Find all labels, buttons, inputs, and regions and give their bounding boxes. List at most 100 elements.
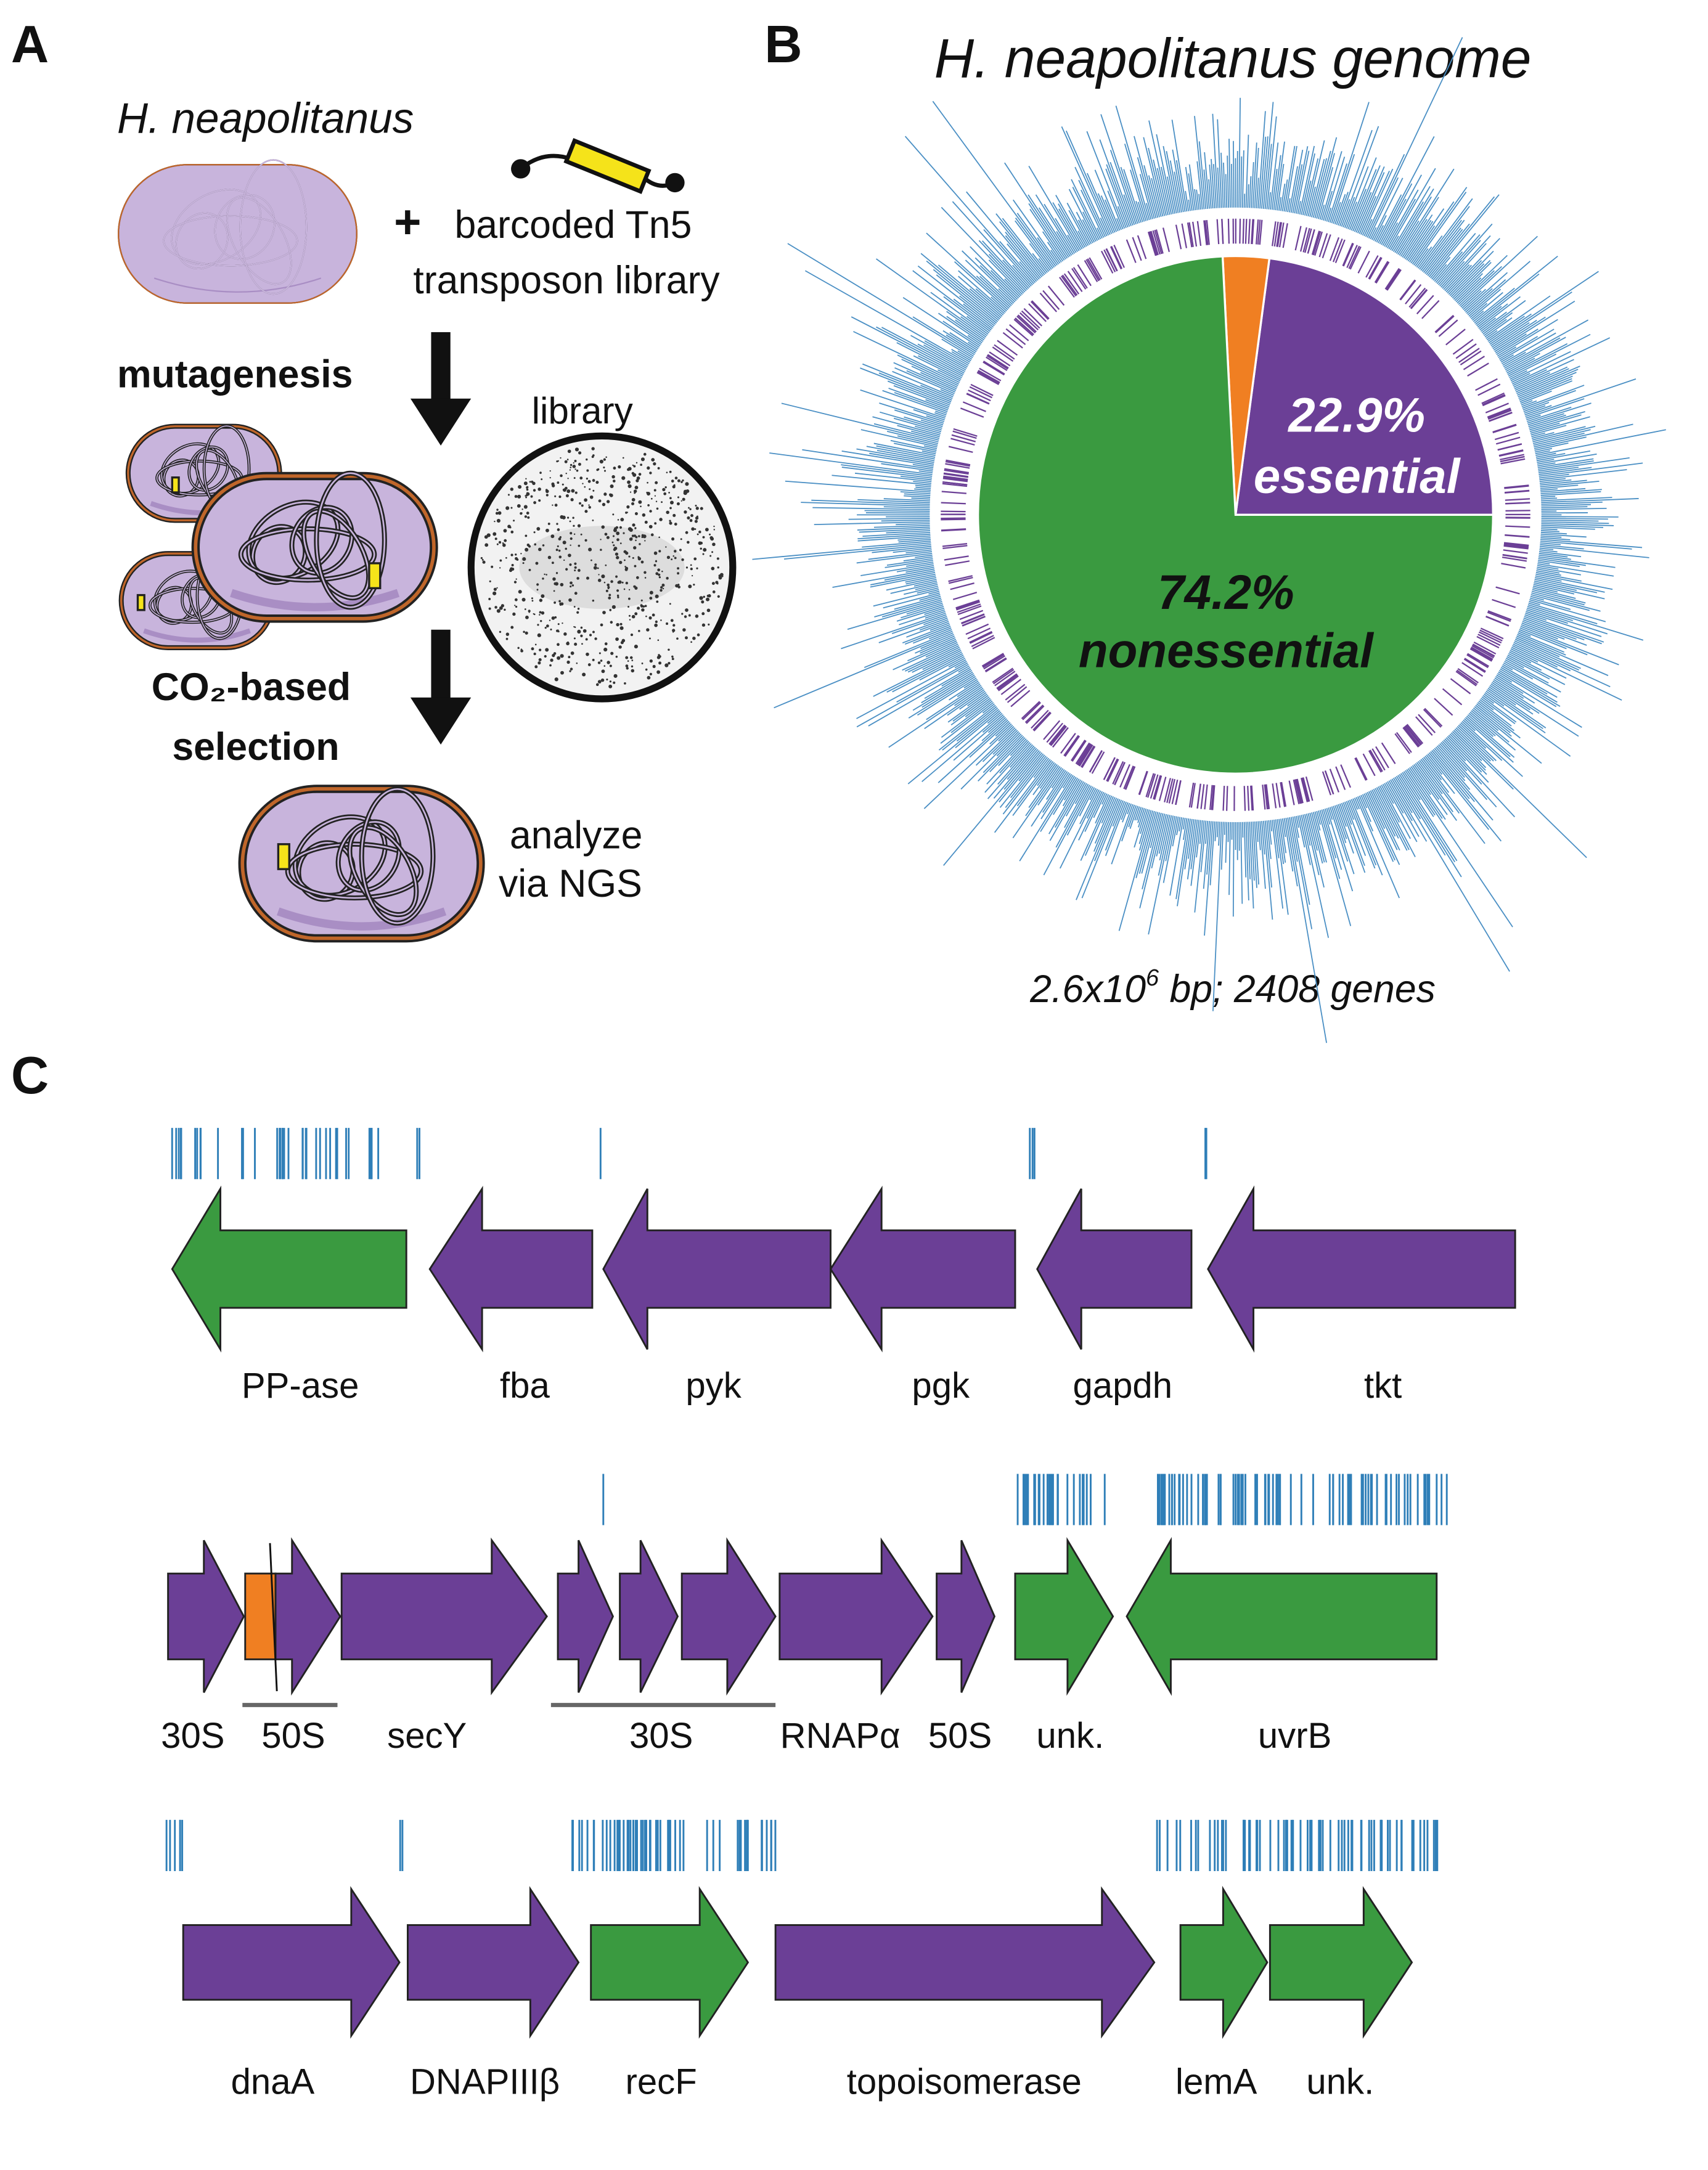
insertion-spike (1287, 198, 1291, 213)
insertion-spike (1068, 210, 1089, 246)
essential-gene-tick (1204, 784, 1208, 810)
essential-gene-tick (1209, 785, 1213, 810)
insertion-spike (1010, 754, 1045, 798)
colony (642, 605, 645, 608)
insertion-spike (1134, 806, 1140, 821)
essential-gene-tick (966, 393, 990, 405)
colony (644, 520, 648, 524)
insertion-spike (1526, 609, 1568, 624)
colony (695, 507, 699, 510)
colony (533, 613, 534, 615)
insertion-spike (1272, 820, 1284, 909)
colony (517, 494, 521, 499)
insertion-spike (948, 658, 966, 668)
insertion-spike (905, 577, 937, 585)
insertion-spike (1354, 192, 1372, 232)
insertion-spike (921, 712, 1003, 783)
insertion-spike (1460, 722, 1503, 761)
insertion-spike (1541, 518, 1608, 520)
insertion-spike (999, 751, 1041, 802)
colony (696, 567, 698, 569)
insertion-spike (896, 606, 944, 622)
insertion-spike (1518, 372, 1577, 398)
insertion-spike (856, 659, 966, 719)
insertion-spike (1252, 142, 1257, 208)
insertion-spike (1511, 373, 1530, 383)
insertion-spike (856, 448, 934, 463)
colony (603, 492, 607, 496)
colony (526, 543, 530, 547)
insertion-spike (1005, 235, 1041, 279)
panel-letter: A (11, 15, 49, 74)
insertion-spike (1333, 806, 1347, 843)
insertion-spike (1508, 333, 1591, 377)
insertion-spike (1094, 169, 1121, 231)
insertion-spike (1370, 790, 1400, 851)
insertion-spike (1432, 749, 1493, 821)
essential-gene-tick (1168, 778, 1175, 804)
colony (496, 543, 499, 545)
insertion-spike (1536, 570, 1561, 576)
colony (549, 664, 552, 667)
essential-gene-tick (1404, 726, 1421, 747)
chromosome-inner (188, 446, 229, 491)
insertion-spike (1540, 539, 1643, 549)
insertion-spike (886, 530, 931, 534)
essential-gene-tick (1250, 785, 1253, 811)
colony (557, 630, 560, 633)
insertion-spike (919, 593, 941, 601)
insertion-spike (1150, 812, 1161, 849)
insertion-spike (1331, 806, 1355, 875)
essential-gene-tick (1293, 779, 1300, 804)
essential-gene-tick (1302, 777, 1310, 802)
insertion-spike (978, 735, 1023, 782)
insertion-spike (1532, 585, 1558, 593)
colony (671, 479, 674, 483)
essential-gene-tick (1375, 261, 1390, 284)
essential-gene-tick (1318, 233, 1328, 258)
insertion-spike (1476, 703, 1521, 739)
insertion-spike (1368, 177, 1399, 239)
colony (616, 622, 619, 627)
gene-label: gapdh (1073, 1366, 1172, 1406)
insertion-spike (1400, 197, 1439, 257)
insertion-spike (1217, 167, 1220, 208)
colony (613, 548, 616, 552)
insertion-spike (1187, 819, 1196, 879)
insertion-spike (1117, 206, 1127, 229)
colony (701, 612, 705, 616)
insertion-spike (917, 677, 977, 716)
insertion-spike (1505, 353, 1540, 372)
essential-gene-tick (1158, 777, 1167, 801)
colony (625, 581, 629, 585)
insertion-spike (1519, 380, 1573, 402)
colony (718, 576, 722, 580)
essential-gene-tick (1031, 300, 1050, 319)
insertion-spike (1416, 762, 1454, 813)
essential-gene-tick (1138, 770, 1148, 795)
insertion-spike (1243, 194, 1246, 208)
insertion-spike (1412, 765, 1448, 815)
insertion-spike (1212, 113, 1219, 208)
insertion-spike (946, 316, 984, 342)
insertion-spike (1474, 706, 1512, 737)
insertion-spike (921, 671, 973, 704)
colony (612, 479, 616, 483)
gene-label: lemA (1175, 2062, 1257, 2102)
insertion-spike (956, 708, 999, 742)
insertion-spike (1077, 230, 1087, 247)
insertion-spike (1534, 582, 1605, 600)
essential-gene-tick (1335, 766, 1346, 790)
insertion-spike (1505, 658, 1524, 669)
insertion-spike (1540, 540, 1632, 550)
insertion-spike (915, 584, 938, 590)
colony (536, 527, 541, 531)
essential-gene-tick (1272, 783, 1277, 809)
colony (648, 616, 652, 620)
essential-gene-tick (1497, 443, 1522, 451)
gene-label: 50S (261, 1716, 325, 1756)
insertion-spike (1394, 188, 1434, 253)
insertion-spike (1443, 740, 1516, 818)
colony (549, 470, 551, 472)
insertion-spike (854, 472, 932, 483)
